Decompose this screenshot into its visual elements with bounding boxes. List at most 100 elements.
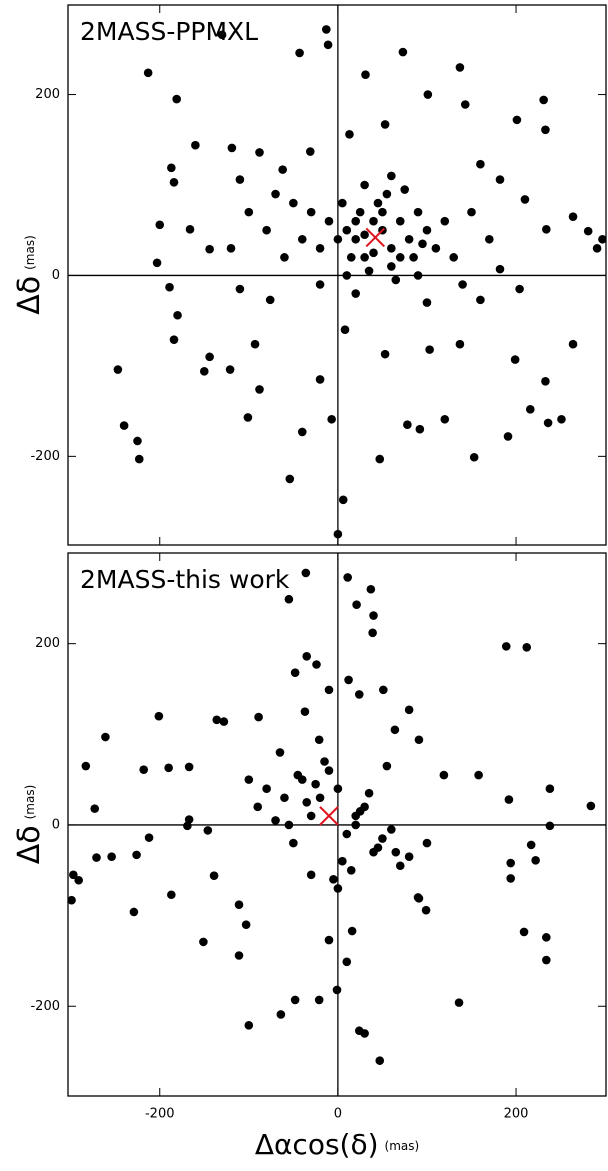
point xyxy=(354,690,364,699)
point xyxy=(531,856,540,865)
points xyxy=(68,568,596,1065)
point xyxy=(342,829,352,839)
point xyxy=(467,207,476,217)
point xyxy=(395,216,405,226)
point xyxy=(458,280,467,289)
point xyxy=(134,454,144,464)
point xyxy=(185,225,195,234)
point xyxy=(235,284,245,294)
point xyxy=(167,890,176,900)
point xyxy=(250,339,260,349)
point xyxy=(519,927,529,937)
point xyxy=(387,171,396,181)
points xyxy=(113,25,606,539)
point xyxy=(293,770,303,780)
point xyxy=(183,821,192,831)
point xyxy=(314,735,324,745)
x-tick-label: 200 xyxy=(504,1107,529,1122)
point xyxy=(338,495,348,505)
point xyxy=(278,165,287,174)
point xyxy=(297,234,307,244)
point xyxy=(379,685,388,695)
point xyxy=(378,834,387,843)
point xyxy=(333,529,343,539)
point xyxy=(375,1056,385,1065)
point xyxy=(333,884,343,893)
point xyxy=(302,652,312,661)
point xyxy=(390,725,400,735)
point xyxy=(409,253,418,262)
point xyxy=(241,920,251,929)
point xyxy=(155,220,165,230)
point xyxy=(387,244,396,253)
point xyxy=(545,821,555,831)
point xyxy=(262,225,271,235)
point xyxy=(290,668,300,677)
point xyxy=(300,707,310,716)
point xyxy=(355,207,365,217)
point xyxy=(324,766,334,775)
point xyxy=(167,163,176,173)
point xyxy=(415,424,425,434)
point xyxy=(373,198,383,208)
point xyxy=(413,271,423,280)
point xyxy=(360,230,369,240)
point xyxy=(360,253,369,262)
point xyxy=(351,216,361,226)
point xyxy=(510,355,520,364)
point xyxy=(219,717,229,726)
point xyxy=(315,793,325,803)
x-label: Δαcos(δ) (mas) xyxy=(255,1128,419,1161)
point xyxy=(314,995,324,1005)
point xyxy=(598,234,606,244)
point xyxy=(474,770,483,780)
point xyxy=(243,413,253,422)
point xyxy=(369,216,378,226)
point xyxy=(90,804,100,813)
point xyxy=(586,801,596,811)
point xyxy=(504,795,514,804)
point xyxy=(404,852,414,861)
point xyxy=(373,843,383,852)
point xyxy=(422,838,432,848)
point xyxy=(69,870,78,880)
point xyxy=(133,436,142,446)
point xyxy=(164,763,173,773)
point xyxy=(289,838,298,848)
point xyxy=(421,905,431,915)
point xyxy=(262,784,271,793)
point xyxy=(400,185,409,194)
point xyxy=(295,48,304,58)
point xyxy=(422,225,432,235)
point xyxy=(254,712,263,722)
point xyxy=(366,584,376,594)
point xyxy=(542,225,551,234)
point xyxy=(404,234,414,244)
point xyxy=(387,262,396,271)
point xyxy=(346,865,356,875)
point xyxy=(342,957,352,967)
point xyxy=(311,779,320,789)
point xyxy=(418,239,427,249)
point xyxy=(501,642,511,651)
point xyxy=(143,68,153,78)
point xyxy=(449,253,458,262)
point xyxy=(592,244,602,253)
y-label-unit: (mas) xyxy=(23,785,37,820)
point xyxy=(506,874,515,883)
point xyxy=(522,642,532,652)
point xyxy=(132,850,141,860)
point xyxy=(398,47,408,57)
y-tick-label: 200 xyxy=(35,636,60,651)
point xyxy=(342,225,352,235)
point xyxy=(360,1029,369,1038)
point xyxy=(203,826,213,835)
mean-marker xyxy=(365,227,386,248)
y-label-symbol: Δδ xyxy=(12,825,47,864)
point xyxy=(315,244,325,253)
y-tick-label: -200 xyxy=(30,449,60,464)
point xyxy=(119,421,129,430)
point xyxy=(378,207,387,217)
y-label-unit: (mas) xyxy=(23,235,37,270)
